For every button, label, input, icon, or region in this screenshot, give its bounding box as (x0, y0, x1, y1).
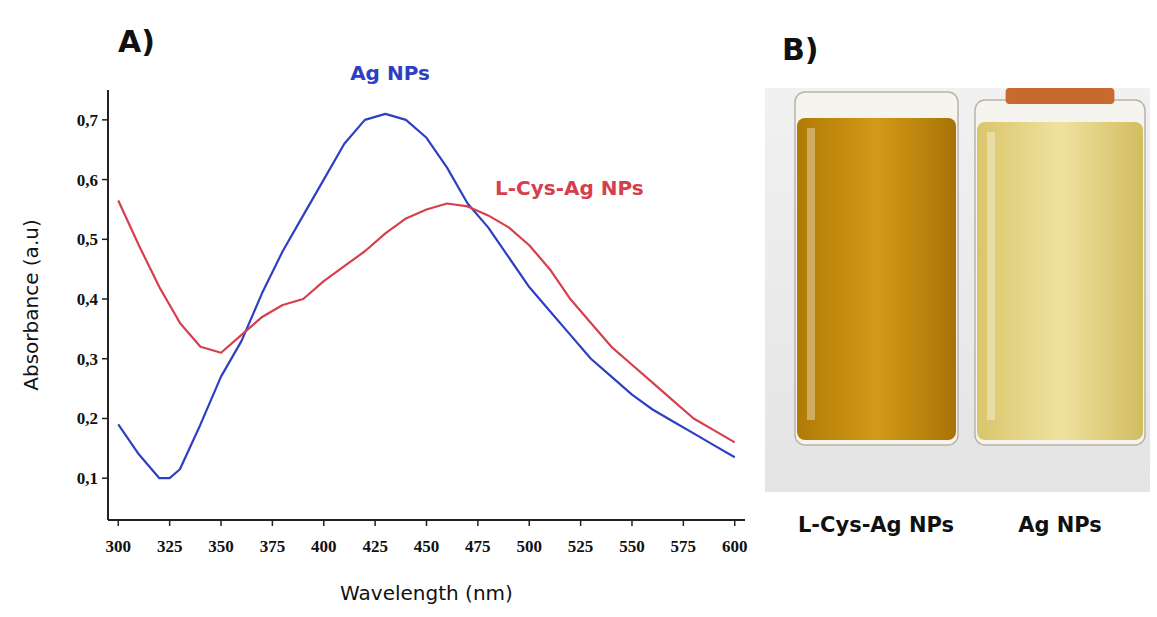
vial-highlight (807, 128, 815, 420)
x-tick-label: 475 (465, 537, 491, 556)
y-tick-label: 0,1 (77, 469, 98, 488)
y-tick-label: 0,2 (77, 409, 98, 428)
y-tick-label: 0,3 (77, 350, 98, 369)
x-tick (426, 520, 428, 526)
x-tick-label: 400 (311, 537, 337, 556)
x-tick-label: 375 (260, 537, 286, 556)
x-tick (169, 520, 171, 526)
y-tick (102, 239, 108, 241)
series-label: L-Cys-Ag NPs (495, 176, 644, 200)
photo-label: Ag NPs (1018, 513, 1102, 537)
series-line (118, 114, 734, 478)
y-tick (102, 418, 108, 420)
x-tick (323, 520, 325, 526)
x-tick (580, 520, 582, 526)
vial-cap (1006, 88, 1115, 104)
y-axis-title: Absorbance (a.u) (19, 219, 43, 390)
vial-glass (795, 92, 958, 445)
series-line (118, 200, 734, 442)
series-label: Ag NPs (350, 61, 430, 85)
figure: A) 300 325 350 375 400 425 450 475 500 525 550 575 60… (0, 0, 1157, 617)
x-tick (220, 520, 222, 526)
x-tick-label: 300 (106, 537, 132, 556)
x-tick-label: 525 (568, 537, 594, 556)
y-tick (102, 358, 108, 360)
y-tick-label: 0,7 (77, 111, 99, 130)
photo-label: L-Cys-Ag NPs (798, 513, 954, 537)
x-tick-label: 575 (671, 537, 697, 556)
x-tick (477, 520, 479, 526)
panel-letter: A) (118, 24, 155, 59)
x-tick (374, 520, 376, 526)
vial-liquid (797, 118, 956, 440)
plot-lines (118, 114, 734, 478)
x-axis-title: Wavelength (nm) (340, 581, 513, 605)
vial-liquid (977, 122, 1143, 440)
x-tick-label: 500 (516, 537, 542, 556)
x-tick-label: 600 (722, 537, 748, 556)
y-tick-label: 0,5 (77, 230, 98, 249)
x-tick-label: 450 (414, 537, 440, 556)
y-tick-label: 0,6 (77, 171, 98, 190)
x-tick (528, 520, 530, 526)
panel-letter: B) (782, 32, 819, 67)
x-tick-label: 350 (208, 537, 234, 556)
x-tick (272, 520, 274, 526)
x-tick (683, 520, 685, 526)
vial-highlight (987, 132, 995, 420)
y-tick-label: 0,4 (77, 290, 99, 309)
x-tick (631, 520, 633, 526)
y-axis (107, 90, 109, 520)
x-tick (118, 520, 120, 526)
x-tick-label: 550 (619, 537, 645, 556)
y-tick (102, 477, 108, 479)
x-tick-label: 325 (157, 537, 183, 556)
y-tick (102, 298, 108, 300)
x-tick-label: 425 (362, 537, 388, 556)
y-tick (102, 119, 108, 121)
x-tick (734, 520, 736, 526)
y-tick (102, 179, 108, 181)
photo-background (765, 88, 1150, 492)
vial-glass (975, 100, 1145, 445)
